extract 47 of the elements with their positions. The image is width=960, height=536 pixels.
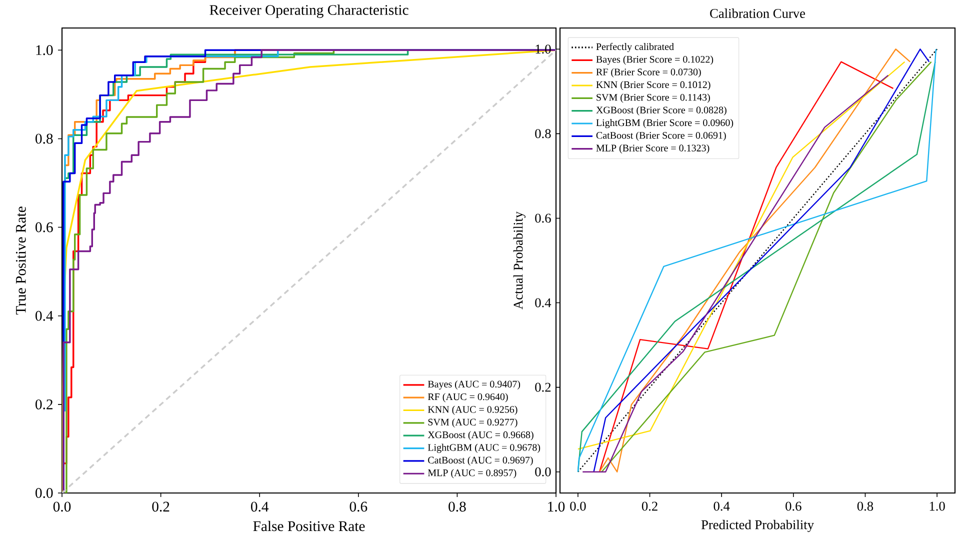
legend-label: MLP (AUC = 0.8957) <box>428 468 516 478</box>
x-tick-label: 0.4 <box>714 501 730 511</box>
legend-label: XGBoost (AUC = 0.9668) <box>428 430 534 440</box>
x-tick-label: 0.4 <box>251 501 269 512</box>
y-tick-label: 0.2 <box>535 382 551 392</box>
y-tick-label: 1.0 <box>536 44 551 54</box>
y-tick-label: 0.4 <box>535 298 552 308</box>
chart-title: Calibration Curve <box>710 8 806 18</box>
y-tick-label: 0.2 <box>36 399 52 410</box>
x-tick-label: 0.8 <box>857 501 874 511</box>
x-tick-label: 0.6 <box>350 501 368 512</box>
legend-label: Bayes (AUC = 0.9407) <box>428 380 520 390</box>
x-tick-label: 1.0 <box>548 501 565 512</box>
x-tick-label: 0.6 <box>786 501 802 511</box>
x-axis-title: Predicted Probability <box>701 520 814 532</box>
y-tick-label: 0.0 <box>535 467 551 476</box>
y-tick-label: 0.8 <box>36 134 53 144</box>
y-tick-label: 0.4 <box>36 310 54 321</box>
x-tick-label: 0.0 <box>570 501 586 511</box>
x-tick-label: 0.0 <box>53 501 71 512</box>
legend-label: Bayes (Brier Score = 0.1022) <box>596 55 714 65</box>
legend-label: SVM (AUC = 0.9277) <box>428 418 518 428</box>
legend-label: MLP (Brier Score = 0.1323) <box>596 144 710 154</box>
y-axis-title: Actual Probability <box>513 211 526 310</box>
x-axis-title: False Positive Rate <box>253 520 365 531</box>
legend-label: KNN (Brier Score = 0.1012) <box>596 80 710 90</box>
chart-title: Receiver Operating Characteristic <box>210 4 408 18</box>
y-tick-label: 0.0 <box>36 488 53 498</box>
legend-label: LightGBM (Brier Score = 0.0960) <box>596 118 734 128</box>
x-tick-label: 0.2 <box>152 501 170 512</box>
y-tick-label: 0.6 <box>36 222 53 232</box>
x-tick-label: 1.0 <box>930 501 945 511</box>
legend-label: XGBoost (Brier Score = 0.0828) <box>596 106 726 116</box>
legend-label: CatBoost (Brier Score = 0.0691) <box>596 131 726 141</box>
y-axis-title: True Positive Rate <box>16 206 26 314</box>
legend-label: KNN (AUC = 0.9256) <box>428 406 518 415</box>
legend-label: CatBoost (AUC = 0.9697) <box>428 456 533 466</box>
x-tick-label: 0.8 <box>448 501 466 512</box>
legend-label: RF (Brier Score = 0.0730) <box>596 68 701 78</box>
x-tick-label: 0.2 <box>642 501 658 511</box>
y-tick-label: 0.8 <box>535 128 551 138</box>
legend-label: LightGBM (AUC = 0.9678) <box>428 444 540 453</box>
y-tick-label: 1.0 <box>36 44 53 55</box>
y-tick-label: 0.6 <box>535 213 551 223</box>
legend-label: RF (AUC = 0.9640) <box>428 392 508 402</box>
legend-label: Perfectly calibrated <box>596 42 674 52</box>
legend-label: SVM (Brier Score = 0.1143) <box>596 93 710 103</box>
